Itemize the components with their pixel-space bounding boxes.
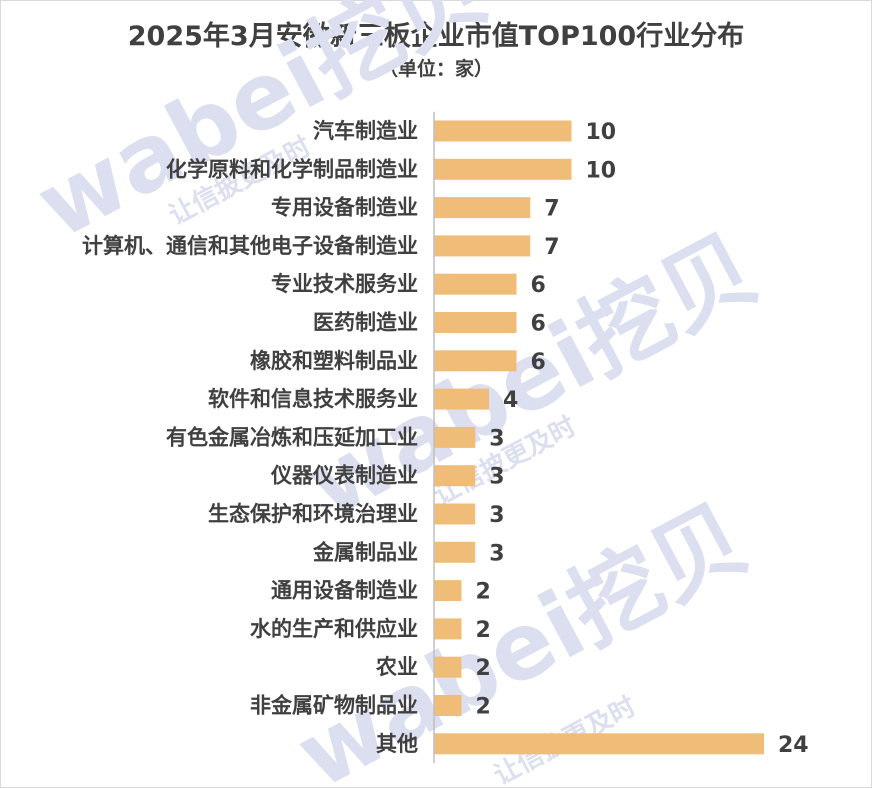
category-label: 橡胶和塑料制品业	[250, 349, 418, 373]
category-label: 有色金属冶炼和压延加工业	[166, 425, 418, 449]
bar	[434, 197, 531, 219]
category-label: 专业技术服务业	[271, 272, 418, 296]
watermark-text: wabei挖贝	[20, 0, 504, 259]
category-label: 化学原料和化学制品制造业	[166, 157, 418, 181]
bar	[434, 465, 476, 487]
category-label: 生态保护和环境治理业	[208, 502, 418, 526]
bar	[434, 695, 462, 716]
bar	[434, 350, 517, 372]
bar	[434, 235, 531, 257]
category-label: 通用设备制造业	[271, 579, 418, 603]
data-label: 10	[586, 120, 617, 145]
bars-layer	[434, 120, 764, 755]
category-label: 水的生产和供应业	[250, 617, 418, 641]
labels-layer: 汽车制造业 10 化学原料和化学制品制造业 10 专用设备制造业 7 计算机、通信和其他电子…	[82, 119, 809, 758]
category-label: 软件和信息技术服务业	[208, 387, 418, 411]
data-label: 24	[778, 733, 809, 758]
data-label: 3	[489, 503, 504, 528]
chart-title: 2025年3月安徽新三板企业市值TOP100行业分布	[127, 21, 745, 52]
category-label: 农业	[375, 655, 418, 679]
data-label: 2	[476, 580, 491, 605]
bar	[434, 580, 462, 602]
category-label: 金属制品业	[312, 540, 418, 564]
bar	[434, 426, 476, 448]
data-label: 2	[476, 695, 491, 720]
category-label: 汽车制造业	[313, 119, 418, 143]
category-label: 计算机、通信和其他电子设备制造业	[82, 234, 418, 258]
bar	[434, 656, 462, 678]
chart-subtitle: （单位：家）	[378, 58, 493, 80]
bar	[434, 120, 572, 142]
bar	[434, 273, 517, 295]
category-label: 非金属矿物制品业	[250, 694, 418, 718]
bar	[434, 541, 476, 563]
data-label: 3	[489, 426, 504, 451]
data-label: 4	[503, 388, 518, 413]
bar	[434, 503, 476, 525]
data-label: 7	[544, 197, 559, 222]
data-label: 3	[489, 541, 504, 566]
category-label: 专用设备制造业	[271, 196, 418, 220]
bar	[434, 158, 572, 180]
data-label: 2	[476, 656, 491, 681]
category-label: 仪器仪表制造业	[270, 464, 418, 488]
bar	[434, 312, 517, 333]
data-label: 3	[489, 465, 504, 490]
data-label: 7	[544, 235, 559, 260]
category-label: 其他	[376, 732, 418, 756]
bar	[434, 618, 462, 640]
category-label: 医药制造业	[313, 311, 418, 335]
data-label: 6	[531, 273, 546, 298]
data-label: 6	[531, 312, 546, 337]
data-label: 6	[531, 350, 546, 375]
bar	[434, 388, 489, 410]
data-label: 10	[586, 158, 617, 183]
data-label: 2	[476, 618, 491, 643]
bar	[434, 733, 764, 755]
